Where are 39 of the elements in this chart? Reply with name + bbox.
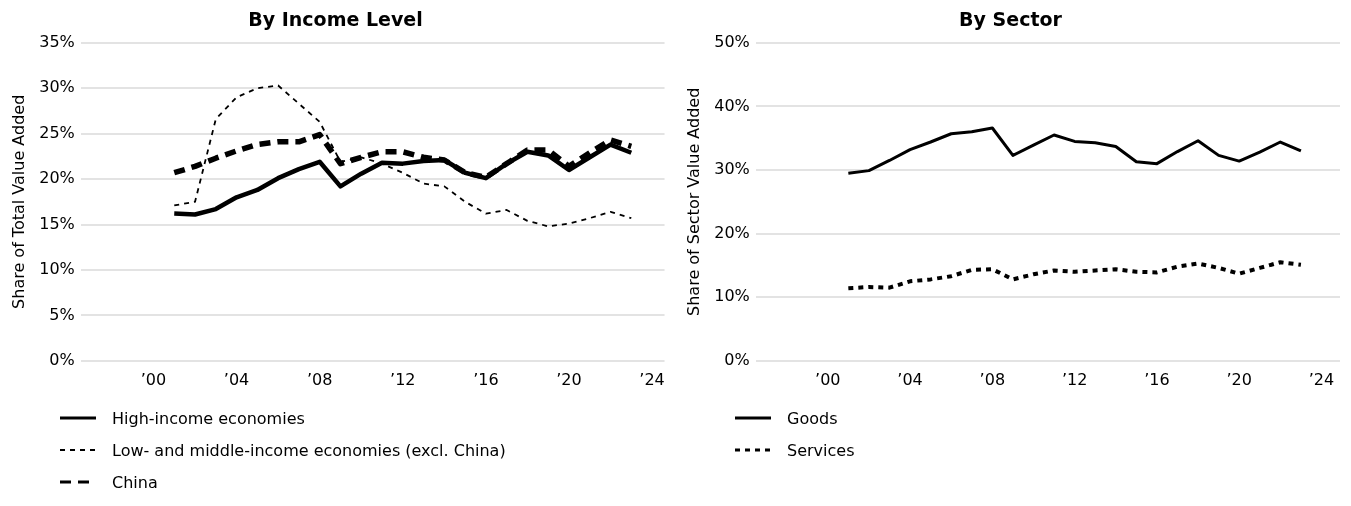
legend-label: Services xyxy=(787,440,855,460)
y-tick-label: 50% xyxy=(714,31,750,51)
y-tick-label: 0% xyxy=(49,349,75,369)
x-tick-label: ’16 xyxy=(473,369,499,389)
y-tick-label: 20% xyxy=(714,222,750,242)
y-tick-label: 40% xyxy=(714,95,750,115)
y-axis-title: Share of Total Value Added xyxy=(8,94,28,309)
legend-label: China xyxy=(112,472,158,492)
chart-title: By Income Level xyxy=(248,8,423,31)
y-tick-label: 0% xyxy=(724,349,750,369)
x-tick-label: ’24 xyxy=(1308,369,1335,389)
x-tick-label: ’00 xyxy=(815,369,841,389)
y-tick-label: 30% xyxy=(714,159,750,179)
y-tick-label: 15% xyxy=(39,213,75,233)
x-tick-label: ’04 xyxy=(223,369,250,389)
chart-title: By Sector xyxy=(959,8,1063,31)
line-series xyxy=(173,84,633,228)
y-tick-label: 35% xyxy=(39,31,75,51)
y-tick-label: 10% xyxy=(39,259,75,279)
y-tick-label: 20% xyxy=(39,168,75,188)
x-tick-label: ’12 xyxy=(1061,369,1088,389)
legend-label: High-income economies xyxy=(112,408,305,428)
y-tick-label: 10% xyxy=(714,286,750,306)
legend-label: Goods xyxy=(787,408,838,428)
x-tick-label: ’24 xyxy=(639,369,665,389)
x-tick-label: ’20 xyxy=(556,369,582,389)
x-tick-label: ’12 xyxy=(390,369,416,389)
x-tick-label: ’08 xyxy=(306,369,333,389)
y-axis-title: Share of Sector Value Added xyxy=(683,87,703,316)
x-tick-label: ’16 xyxy=(1144,369,1170,389)
x-tick-label: ’08 xyxy=(979,369,1006,389)
x-tick-label: ’04 xyxy=(897,369,923,389)
y-tick-label: 5% xyxy=(49,304,75,324)
legend-label: Low- and middle-income economies (excl. China) xyxy=(112,440,506,460)
line-series xyxy=(846,260,1303,291)
y-tick-label: 25% xyxy=(39,122,75,142)
x-tick-label: ’00 xyxy=(140,369,167,389)
y-tick-label: 30% xyxy=(39,77,75,97)
x-tick-label: ’20 xyxy=(1226,369,1252,389)
